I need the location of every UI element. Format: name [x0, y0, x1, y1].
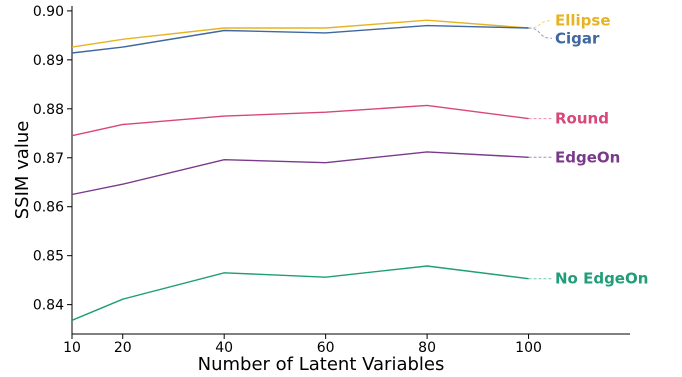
y-tick-label: 0.86	[33, 200, 64, 216]
series-label-edgeon: EdgeOn	[555, 148, 620, 166]
series-line-edgeon	[71, 151, 529, 196]
y-tick-label: 0.85	[33, 249, 64, 265]
x-tick-label: 60	[317, 340, 335, 356]
label-connector-cigar	[528, 27, 553, 39]
x-tick-label: 80	[418, 340, 436, 356]
x-tick-label: 10	[63, 340, 81, 356]
series-line-round	[71, 104, 529, 137]
y-tick-label: 0.87	[33, 151, 64, 167]
y-tick-label: 0.88	[33, 102, 64, 118]
y-tick-label: 0.89	[33, 53, 64, 69]
series-round: Round	[71, 104, 609, 137]
x-tick-label: 40	[215, 340, 233, 356]
y-tick-label: 0.84	[33, 298, 64, 314]
series-line-cigar	[71, 24, 529, 54]
y-axis-title: SSIM value	[12, 121, 33, 220]
x-tick-label: 20	[114, 340, 132, 356]
axes: 10 20 40 60 80 100 0.84 0.85 0.86 0.87 0.88 0.89 0.9…	[33, 4, 630, 356]
x-axis-title: Number of Latent Variables	[198, 354, 445, 375]
x-tick-label: 100	[515, 340, 542, 356]
series-label-ellipse: Ellipse	[555, 12, 611, 30]
y-tick-label: 0.90	[33, 4, 64, 20]
series-label-round: Round	[555, 110, 609, 128]
series-edgeon: EdgeOn	[71, 148, 620, 196]
series-label-no-edgeon: No EdgeOn	[555, 270, 648, 288]
series-no-edgeon: No EdgeOn	[71, 265, 648, 321]
series-ellipse: Ellipse	[71, 12, 611, 48]
series-label-cigar: Cigar	[555, 29, 600, 47]
series-line-ellipse	[71, 19, 529, 48]
series-cigar: Cigar	[71, 24, 600, 54]
series-line-no-edgeon	[71, 265, 529, 321]
label-connector-ellipse	[528, 20, 553, 29]
